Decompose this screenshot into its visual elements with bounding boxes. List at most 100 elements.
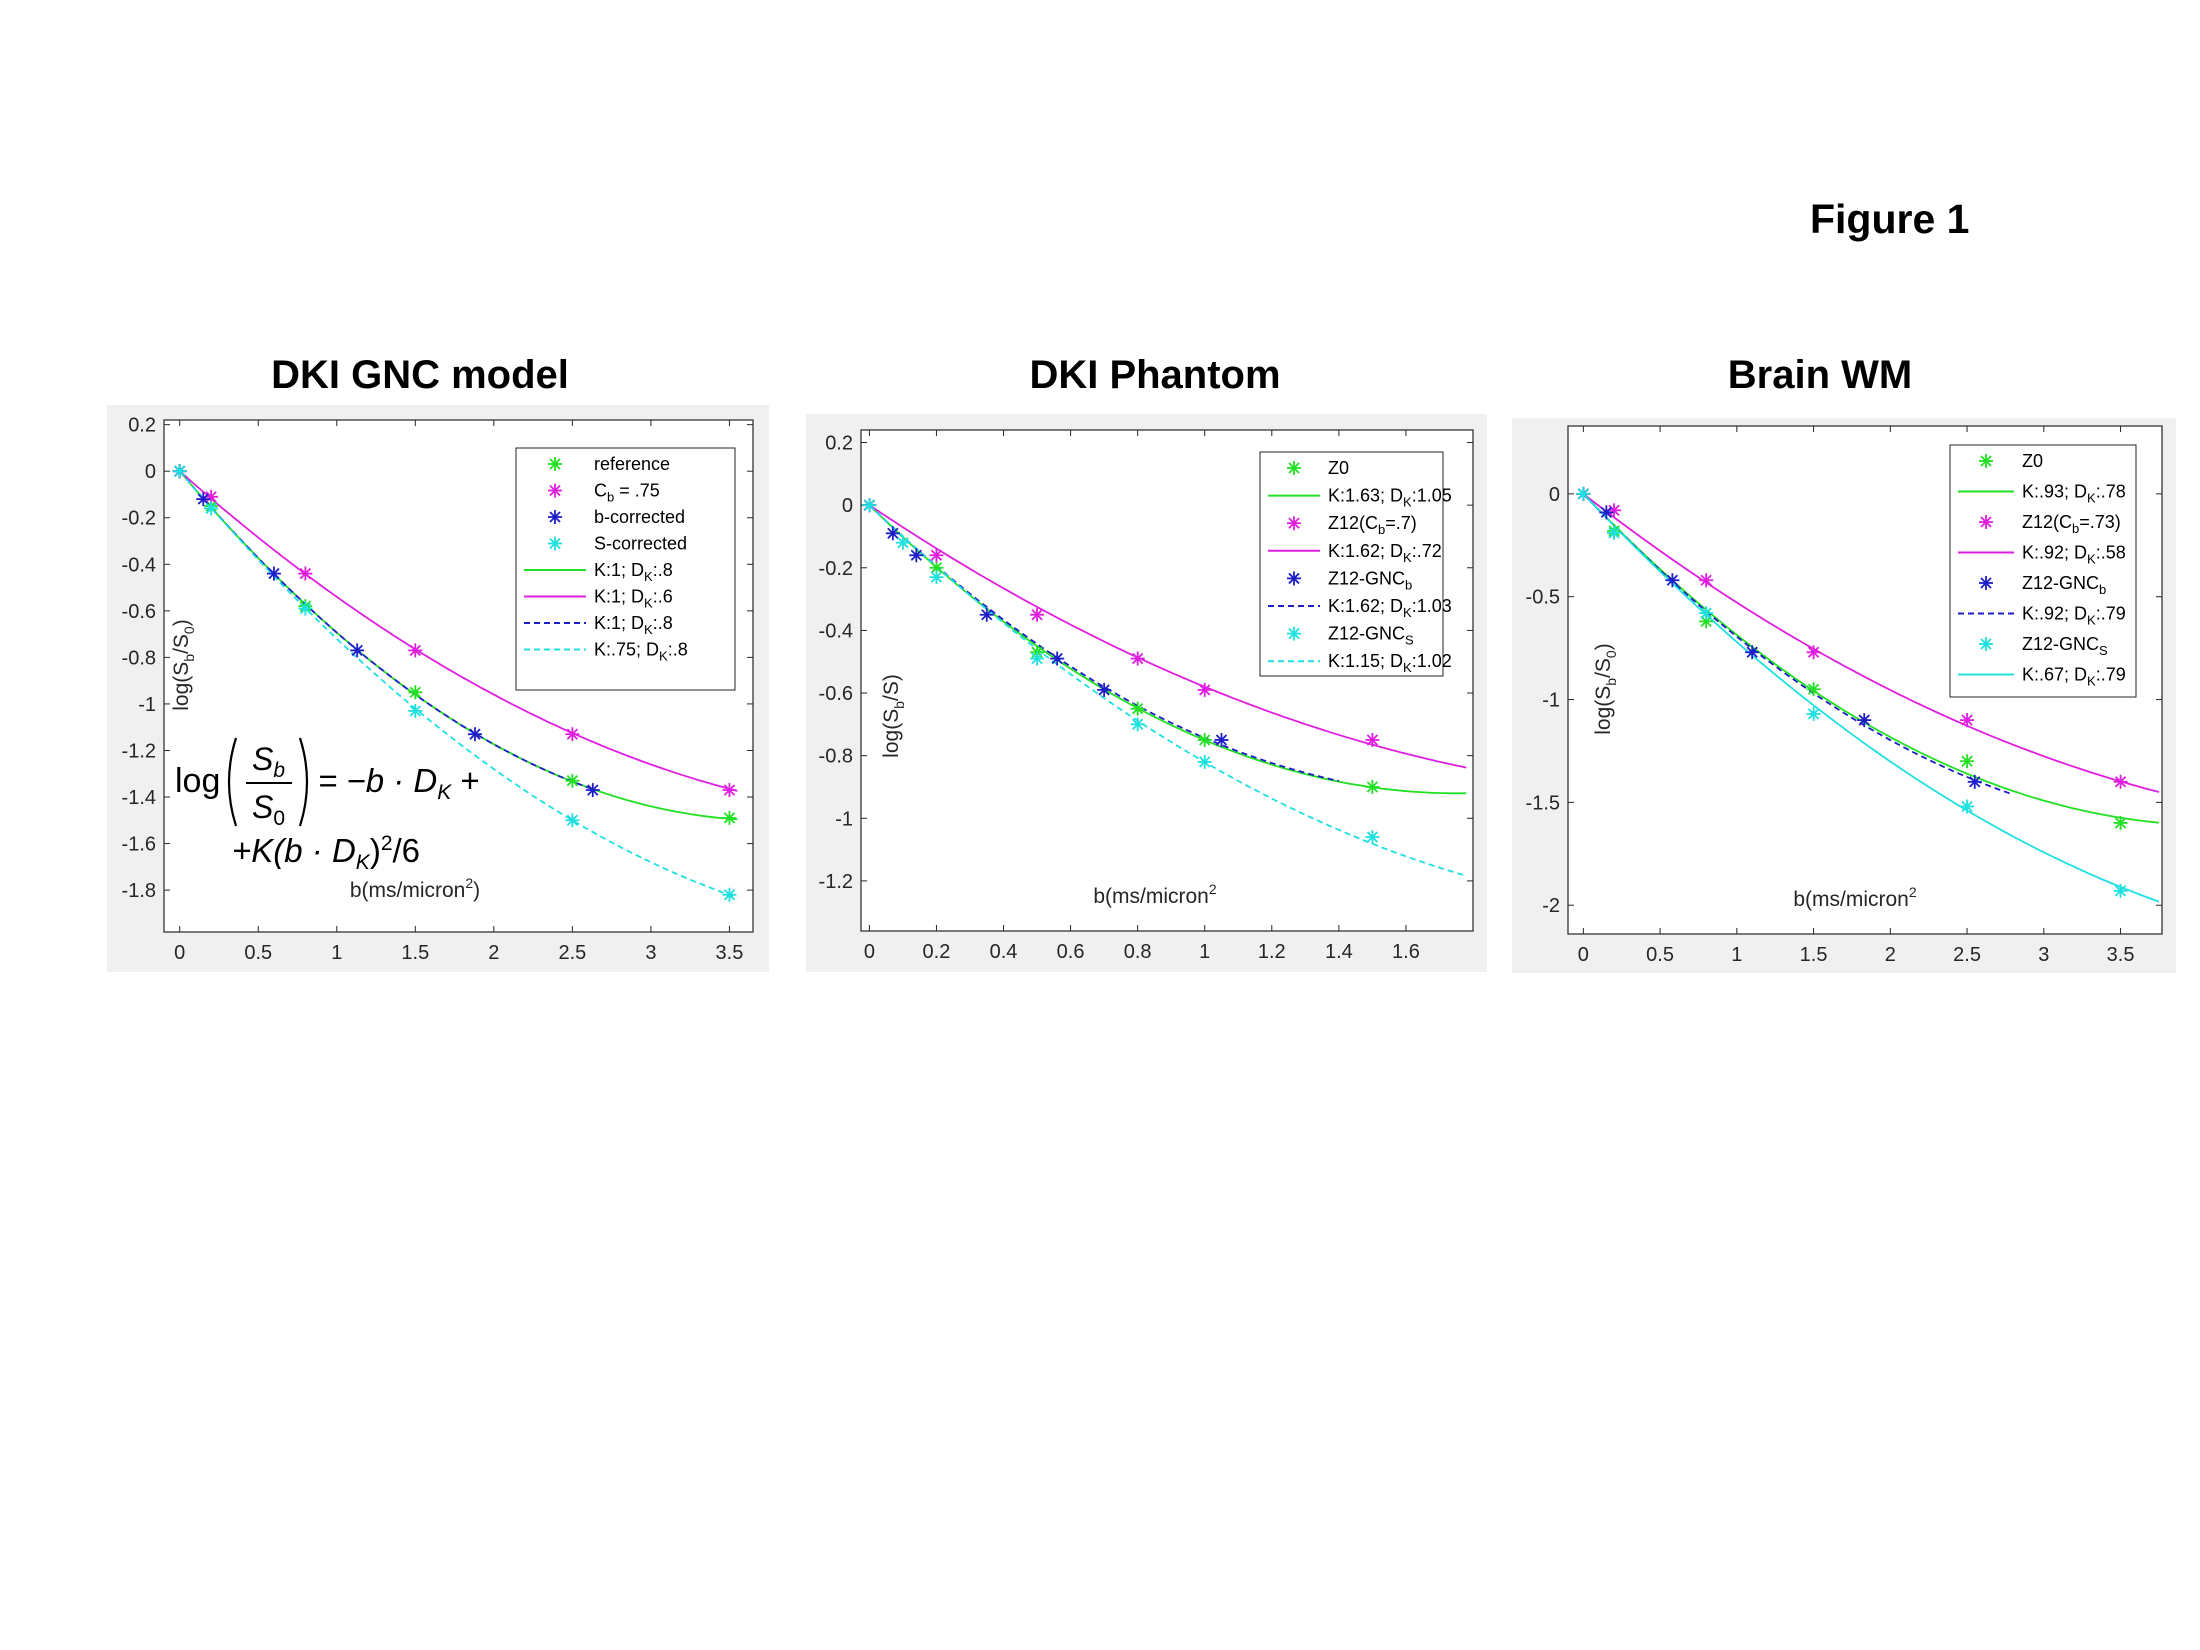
data-point xyxy=(979,607,994,622)
formula-log: log xyxy=(175,762,220,800)
x-axis-label: b(ms/micron2 xyxy=(1093,881,1217,908)
data-point xyxy=(1599,505,1614,520)
data-point xyxy=(1130,701,1145,716)
x-tick-label: 1 xyxy=(1199,941,1210,963)
y-tick-label: -1.8 xyxy=(122,880,156,902)
formula-line-2: +K(b · DK)2/6 xyxy=(232,832,420,874)
legend-label: Z0 xyxy=(2022,451,2043,471)
x-tick-label: 3.5 xyxy=(716,942,744,964)
x-tick-label: 0 xyxy=(864,941,875,963)
y-tick-label: -0.6 xyxy=(122,601,156,623)
data-point xyxy=(1365,779,1380,794)
x-tick-label: 0.5 xyxy=(1646,944,1674,966)
data-point xyxy=(408,685,423,700)
legend-marker xyxy=(548,483,562,498)
legend-label: K:.92; DK:.58 xyxy=(2022,543,2126,567)
y-tick-label: -0.2 xyxy=(819,558,853,580)
x-tick-label: 0.2 xyxy=(923,941,951,963)
x-tick-label: 0.4 xyxy=(990,941,1018,963)
x-tick-label: 3 xyxy=(645,942,656,964)
legend-label: K:.75; DK:.8 xyxy=(594,640,688,664)
data-point xyxy=(2113,774,2128,789)
y-tick-label: 0.2 xyxy=(128,415,156,437)
legend-marker xyxy=(1979,576,1993,590)
x-tick-label: 1.5 xyxy=(1800,944,1828,966)
legend-label: K:1; DK:.6 xyxy=(594,587,673,611)
figure-label: Figure 1 xyxy=(1810,196,1970,242)
data-point xyxy=(467,727,482,742)
legend-label: K:1; DK:.8 xyxy=(594,613,673,637)
y-tick-label: -1 xyxy=(1542,690,1560,712)
data-point xyxy=(1607,525,1622,540)
data-point xyxy=(408,703,423,718)
chart-2: 0 0.2 0.4 0.6 0.8 1 1.2 1.4 1.6 0.2 0 -0.2 -0.4 -0.6 -… xyxy=(806,414,1487,972)
data-point xyxy=(565,773,580,788)
data-point xyxy=(1806,645,1821,660)
legend-label: K:1.62; DK:1.03 xyxy=(1328,596,1452,620)
x-axis-label: b(ms/micron2 xyxy=(1793,884,1917,911)
panel-title-brain-wm: Brain WM xyxy=(1727,353,1913,397)
data-point xyxy=(204,489,219,504)
data-point xyxy=(1197,754,1212,769)
data-point xyxy=(585,783,600,798)
formula-numerator: Sb xyxy=(252,741,285,782)
legend-marker xyxy=(548,510,562,524)
data-point xyxy=(1960,799,1975,814)
x-tick-label: 0 xyxy=(174,942,185,964)
formula-rhs: = −b · DK + xyxy=(318,762,480,804)
y-tick-label: -0.4 xyxy=(122,554,156,576)
data-point xyxy=(1699,573,1714,588)
data-point xyxy=(722,810,737,825)
data-point xyxy=(1806,682,1821,697)
legend-label: Z12(Cb=.73) xyxy=(2022,512,2121,536)
x-axis-label: b(ms/micron2) xyxy=(350,875,480,902)
y-tick-label: -1.6 xyxy=(122,834,156,856)
x-tick-label: 1 xyxy=(331,942,342,964)
data-point xyxy=(1967,774,1982,789)
legend-label: Z12-GNCS xyxy=(2022,634,2108,658)
data-point xyxy=(929,548,944,563)
legend-label: K:1.63; DK:1.05 xyxy=(1328,486,1452,510)
x-tick-label: 1.6 xyxy=(1392,941,1420,963)
y-tick-label: -1.5 xyxy=(1526,792,1560,814)
data-point xyxy=(172,464,187,479)
data-point xyxy=(1857,713,1872,728)
data-point xyxy=(1365,732,1380,747)
y-tick-label: -0.4 xyxy=(819,620,853,642)
x-tick-label: 0.5 xyxy=(244,942,272,964)
legend-marker xyxy=(548,536,562,551)
data-point xyxy=(565,727,580,742)
legend-label: Cb = .75 xyxy=(594,481,660,505)
data-point xyxy=(2113,815,2128,830)
y-tick-label: -2 xyxy=(1542,895,1560,917)
data-point xyxy=(1130,717,1145,732)
data-point xyxy=(722,783,737,798)
data-point xyxy=(1365,830,1380,845)
data-point xyxy=(1960,713,1975,728)
curve-series xyxy=(179,470,738,792)
curve-series xyxy=(179,470,738,899)
data-point xyxy=(298,566,313,581)
legend-marker xyxy=(1287,516,1301,531)
data-point xyxy=(1097,682,1112,697)
data-point xyxy=(909,548,924,563)
y-tick-label: -0.6 xyxy=(819,683,853,705)
y-tick-label: -0.2 xyxy=(122,508,156,530)
x-tick-label: 2 xyxy=(488,942,499,964)
data-point xyxy=(895,535,910,550)
legend-marker xyxy=(548,457,562,471)
data-point xyxy=(1197,682,1212,697)
data-point xyxy=(1960,754,1975,769)
y-tick-label: 0 xyxy=(1549,484,1560,506)
y-tick-label: -1.2 xyxy=(819,871,853,893)
y-tick-label: 0 xyxy=(145,461,156,483)
legend-label: Z12(Cb=.7) xyxy=(1328,513,1417,537)
data-point xyxy=(1576,486,1591,501)
legend-label: S-corrected xyxy=(594,534,687,554)
data-point xyxy=(885,526,900,541)
data-point xyxy=(408,643,423,658)
data-point xyxy=(1197,732,1212,747)
legend-box xyxy=(1259,451,1444,677)
x-tick-label: 2.5 xyxy=(1953,944,1981,966)
y-axis-label: log(Sb/S0) xyxy=(1592,643,1619,734)
